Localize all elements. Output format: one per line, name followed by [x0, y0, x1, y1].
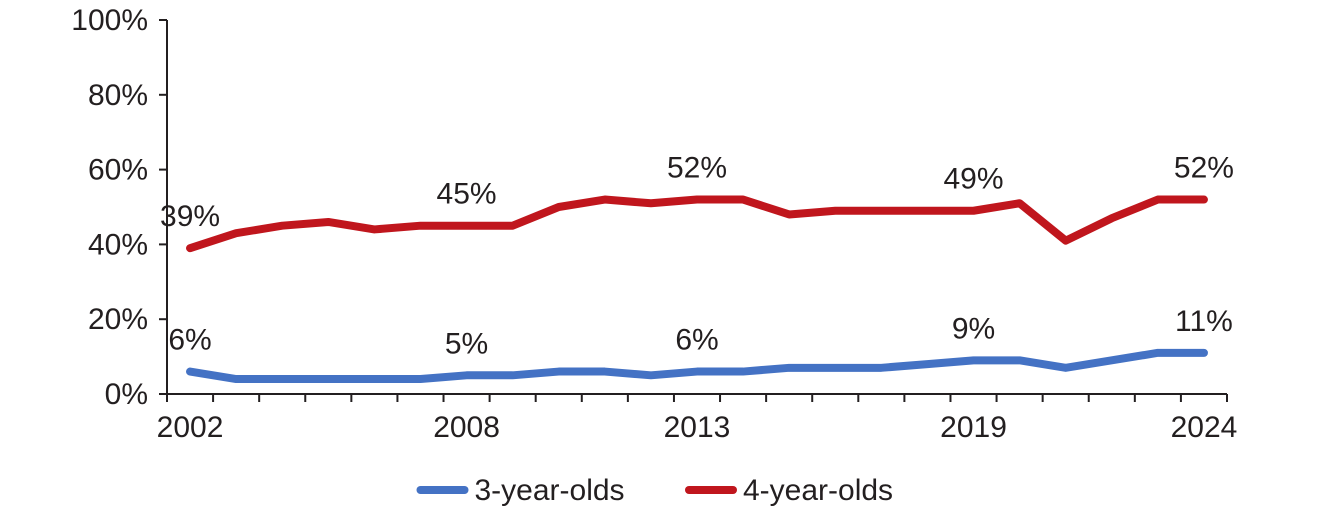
x-tick-label: 2024 — [1171, 411, 1238, 444]
data-label: 6% — [168, 324, 211, 357]
data-label: 49% — [943, 163, 1003, 196]
data-label: 9% — [952, 312, 995, 345]
data-label: 5% — [445, 327, 488, 360]
y-axis-ticks: 0% 20% 40% 60% 80% 100% — [71, 4, 167, 411]
series-line-4-year-olds — [186, 195, 1208, 253]
legend: 3-year-olds 4-year-olds — [416, 474, 893, 507]
series-line-3-year-olds — [186, 348, 1208, 384]
y-tick-label: 20% — [88, 303, 148, 336]
x-tick-label: 2013 — [664, 411, 731, 444]
legend-label: 3-year-olds — [475, 474, 625, 507]
y-tick-label: 80% — [88, 79, 148, 112]
y-tick-label: 100% — [71, 4, 148, 37]
data-labels: 6% 5% 6% 9% 11% 39% 45% 52% 49% 52% — [160, 152, 1234, 361]
y-tick-label: 60% — [88, 154, 148, 187]
x-tick-label: 2002 — [157, 411, 224, 444]
data-label: 52% — [1174, 152, 1234, 185]
x-tick-label: 2008 — [433, 411, 500, 444]
data-label: 52% — [667, 152, 727, 185]
chart-axes — [166, 20, 1227, 395]
y-tick-label: 0% — [105, 378, 148, 411]
data-label: 45% — [437, 178, 497, 211]
series-lines — [186, 195, 1208, 384]
x-axis-ticks: 2002 2008 2013 2019 2024 — [157, 394, 1238, 444]
data-label: 6% — [675, 324, 718, 357]
x-tick-label: 2019 — [940, 411, 1007, 444]
legend-label: 4-year-olds — [743, 474, 893, 507]
data-label: 11% — [1175, 305, 1233, 338]
y-tick-label: 40% — [88, 228, 148, 261]
data-label: 39% — [160, 200, 220, 233]
